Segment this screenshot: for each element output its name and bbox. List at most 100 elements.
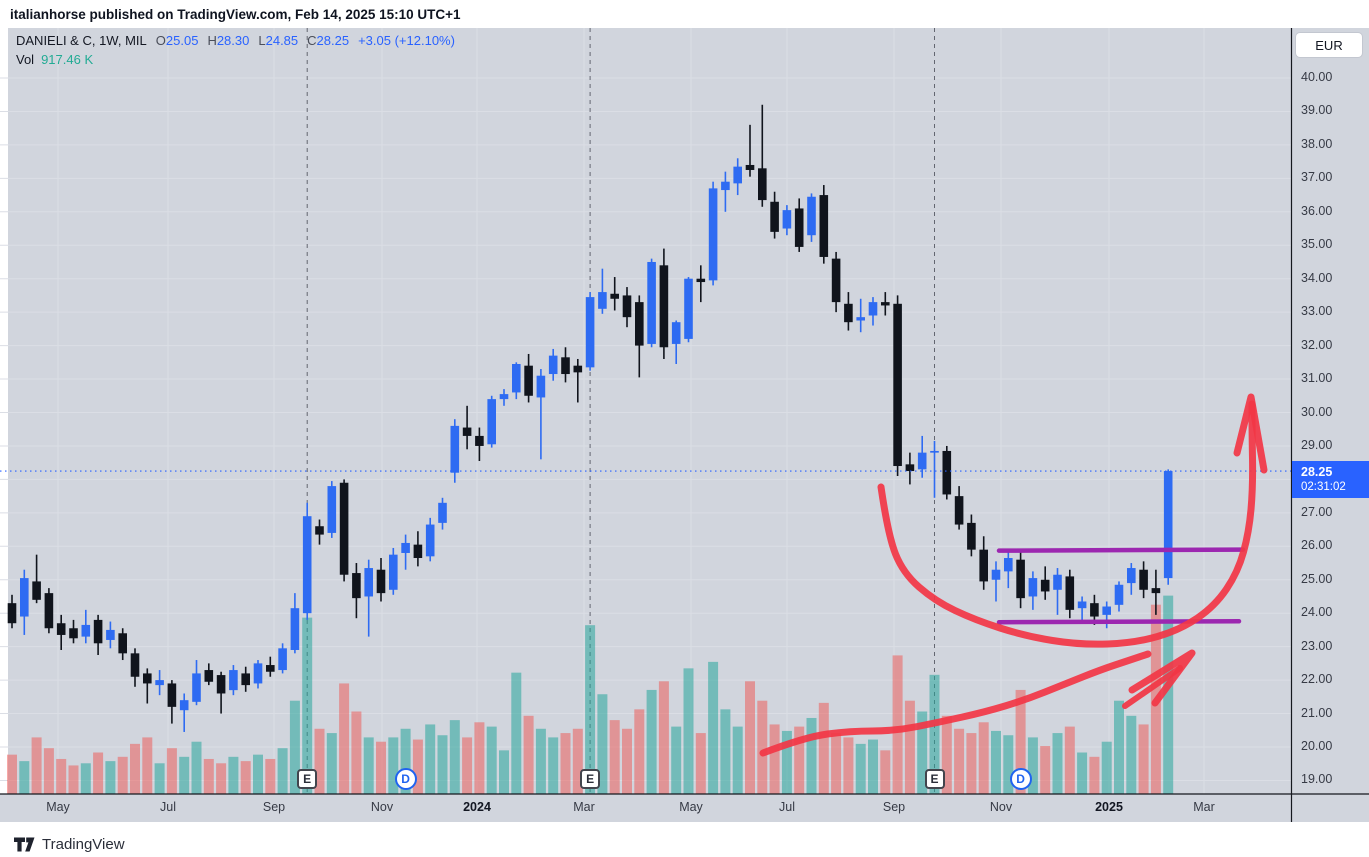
price-axis-label: 30.00 bbox=[1301, 404, 1333, 419]
change-value: +3.05 (+12.10%) bbox=[358, 33, 455, 48]
candle-body bbox=[868, 302, 878, 316]
red-arrow-shaft bbox=[877, 400, 1257, 648]
candle-body bbox=[745, 164, 755, 170]
candle-body bbox=[462, 427, 472, 436]
volume-bar bbox=[929, 674, 940, 794]
open-label: O25.05 bbox=[155, 33, 199, 48]
volume-bar bbox=[683, 668, 694, 794]
candle-body bbox=[1114, 584, 1124, 605]
candle-body bbox=[573, 365, 583, 373]
volume-bar bbox=[954, 728, 965, 794]
candle-body bbox=[130, 653, 140, 677]
time-axis-label: Nov bbox=[370, 800, 394, 814]
candle-body bbox=[44, 593, 54, 629]
volume-bar bbox=[1163, 595, 1174, 794]
tradingview-logo[interactable]: TradingView bbox=[14, 836, 125, 853]
volume-bar bbox=[43, 748, 54, 794]
volume-bar bbox=[326, 733, 337, 794]
candle-body bbox=[770, 201, 779, 232]
volume-bar bbox=[1138, 724, 1149, 794]
candle-body bbox=[524, 365, 533, 396]
volume-bar bbox=[781, 730, 792, 794]
price-axis-label: 34.00 bbox=[1301, 270, 1333, 285]
volume-bar bbox=[142, 737, 153, 794]
volume-bar bbox=[818, 702, 829, 794]
volume-bar bbox=[572, 728, 583, 794]
price-axis-label: 20.00 bbox=[1301, 739, 1333, 753]
volume-bar bbox=[892, 655, 903, 794]
candle-body bbox=[315, 526, 324, 535]
price-axis-label: 25.00 bbox=[1301, 571, 1333, 586]
candle-body bbox=[794, 208, 804, 247]
volume-bar bbox=[19, 761, 30, 794]
candle-body bbox=[1040, 579, 1050, 592]
candle-body bbox=[721, 181, 730, 191]
volume-bar bbox=[880, 750, 891, 794]
candle-body bbox=[1102, 606, 1111, 615]
candle-body bbox=[1163, 471, 1173, 579]
symbol-legend[interactable]: DANIELI & C, 1W, MIL O25.05 H28.30 L24.85 C2… bbox=[16, 33, 455, 48]
price-axis-label: 19.00 bbox=[1301, 772, 1333, 787]
candle-body bbox=[216, 675, 226, 694]
volume-bar bbox=[904, 700, 915, 794]
volume-bar bbox=[523, 715, 534, 794]
high-label: H28.30 bbox=[207, 33, 250, 48]
open-value: 25.05 bbox=[165, 33, 199, 48]
candle-body bbox=[635, 302, 644, 346]
candle-body bbox=[893, 303, 902, 467]
earnings-marker[interactable]: E bbox=[924, 769, 945, 789]
volume-bar bbox=[917, 711, 928, 794]
dividend-marker[interactable]: D bbox=[1009, 768, 1032, 790]
earnings-marker[interactable]: E bbox=[580, 769, 601, 789]
volume-bar bbox=[289, 700, 300, 794]
earnings-marker[interactable]: E bbox=[297, 769, 318, 789]
volume-bar bbox=[302, 617, 313, 794]
published-header: italianhorse published on TradingView.co… bbox=[10, 7, 461, 22]
last-price-badge: 28.25 02:31:02 bbox=[1292, 461, 1369, 498]
volume-bar bbox=[253, 754, 263, 794]
volume-bar bbox=[339, 683, 350, 794]
dividend-marker[interactable]: D bbox=[394, 768, 417, 790]
candle-body bbox=[499, 394, 509, 400]
candle-body bbox=[1016, 559, 1025, 599]
time-axis-label: Nov bbox=[989, 800, 1013, 814]
volume-bar bbox=[548, 737, 559, 794]
candle-body bbox=[917, 452, 927, 470]
candle-body bbox=[807, 196, 816, 236]
volume-bar bbox=[1040, 746, 1051, 794]
candle-body bbox=[425, 524, 435, 557]
volume-bar bbox=[695, 733, 706, 794]
price-axis-label: 39.00 bbox=[1301, 103, 1333, 118]
candle-body bbox=[548, 355, 558, 375]
volume-bar bbox=[1027, 737, 1038, 794]
volume-bar bbox=[1126, 715, 1137, 794]
volume-bar bbox=[855, 743, 866, 794]
time-axis-label: Mar bbox=[1193, 800, 1215, 814]
candle-body bbox=[622, 295, 632, 318]
volume-bar bbox=[130, 743, 140, 794]
price-axis-label: 21.00 bbox=[1301, 705, 1333, 720]
volume-bar bbox=[154, 763, 165, 794]
volume-bar bbox=[216, 763, 227, 794]
left-margin bbox=[0, 28, 8, 794]
volume-bar bbox=[757, 700, 768, 794]
currency-button[interactable]: EUR bbox=[1296, 33, 1362, 57]
volume-bar bbox=[363, 737, 374, 794]
candle-body bbox=[659, 265, 669, 348]
price-axis-label: 27.00 bbox=[1301, 504, 1333, 519]
candle-body bbox=[991, 569, 1001, 580]
close-value: 28.25 bbox=[316, 33, 350, 48]
volume-bar bbox=[80, 763, 91, 794]
volume-bar bbox=[671, 726, 682, 794]
candle-body bbox=[192, 673, 201, 702]
time-axis-label: Jul bbox=[779, 800, 795, 814]
candle-body bbox=[352, 573, 361, 599]
time-axis-label: Sep bbox=[882, 800, 906, 814]
candle-body bbox=[1065, 576, 1075, 610]
candle-body bbox=[302, 516, 312, 614]
candle-body bbox=[967, 522, 976, 550]
volume-bar bbox=[191, 741, 202, 794]
candle-body bbox=[364, 568, 373, 597]
